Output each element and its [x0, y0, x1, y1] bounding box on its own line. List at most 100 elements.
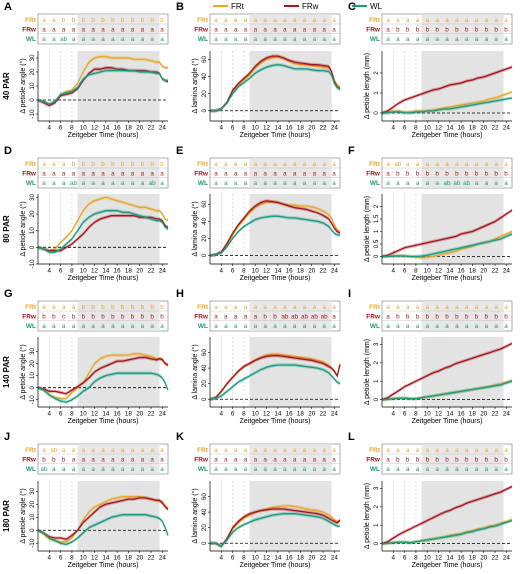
sig-letter: a [386, 171, 390, 178]
series-line-wl-j [37, 514, 169, 546]
sig-letter: a [101, 171, 105, 178]
sig-letter: b [121, 17, 125, 24]
sig-letter: b [396, 314, 400, 321]
sig-label-wl-b: WL [198, 36, 208, 43]
sig-letter: a [141, 180, 145, 187]
sig-label-frw-i: FRw [366, 314, 381, 321]
sig-letter: a [160, 27, 164, 34]
sig-letter: a [234, 304, 238, 311]
sig-letter: a [435, 447, 439, 454]
sig-label-wl-d: WL [26, 180, 36, 187]
sig-letter: a [303, 171, 307, 178]
sig-letter: b [131, 161, 135, 168]
sig-letter: a [494, 447, 498, 454]
x-tick-label: 6 [231, 555, 235, 562]
sig-letter: b [455, 171, 459, 178]
sig-letter: a [303, 27, 307, 34]
sig-letter: a [332, 17, 336, 24]
sig-letter: a [293, 304, 297, 311]
x-tick-label: 24 [159, 555, 167, 562]
series-line-wl-d [37, 210, 169, 253]
sig-letter: a [303, 447, 307, 454]
sig-letter: a [263, 27, 267, 34]
x-tick-label: 22 [148, 411, 156, 418]
sig-letter: a [322, 161, 326, 168]
sig-letter: b [504, 457, 508, 464]
sig-label-wl-a: WL [26, 36, 36, 43]
x-axis-title-d: Zeitgeber Time (hours) [68, 275, 139, 282]
x-tick-label: 6 [231, 411, 235, 418]
sig-letter: a [224, 161, 228, 168]
sig-letter: a [465, 466, 469, 473]
sig-letter: a [273, 36, 277, 43]
sig-letter: b [485, 27, 489, 34]
sig-letter: b [160, 17, 164, 24]
x-tick-label: 22 [492, 411, 500, 418]
sig-letter: b [504, 314, 508, 321]
sig-letter: a [313, 457, 317, 464]
sig-letter: a [121, 323, 125, 330]
sig-label-frw-j: FRw [22, 457, 37, 464]
sig-night-shade-l [421, 444, 504, 474]
x-tick-label: 14 [446, 555, 454, 562]
x-tick-label: 18 [469, 555, 477, 562]
sig-letter: a [150, 36, 154, 43]
series-line-wl-f [382, 233, 513, 258]
sig-letter: ab [40, 466, 48, 473]
x-tick-label: 16 [114, 268, 122, 275]
x-tick-label: 4 [48, 411, 52, 418]
panel-letter-l: L [348, 431, 355, 443]
sig-letter: a [322, 171, 326, 178]
y-tick-label: 20 [201, 234, 208, 242]
x-tick-label: 24 [159, 411, 167, 418]
sig-letter: a [224, 171, 228, 178]
y-axis-title-e: Δ lamina angle (°) [191, 201, 199, 256]
series-line-wl-e [209, 215, 340, 257]
sig-letter: b [406, 457, 410, 464]
sig-letter: a [52, 180, 56, 187]
sig-letter: a [254, 466, 258, 473]
y-tick-label: 10 [29, 82, 36, 90]
sig-letter: a [475, 466, 479, 473]
x-tick-label: 10 [80, 125, 88, 132]
x-tick-label: 18 [125, 411, 133, 418]
sig-letter: a [426, 323, 430, 330]
sig-letter: a [263, 17, 267, 24]
x-tick-label: 22 [320, 555, 328, 562]
sig-letter: a [322, 323, 326, 330]
sig-label-frt-i: FRt [369, 304, 381, 311]
legend-label-frt: FRt [231, 2, 245, 11]
y-axis-title-k: Δ lamina angle (°) [191, 488, 199, 543]
sig-letter: a [101, 180, 105, 187]
x-axis-title-e: Zeitgeber Time (hours) [240, 275, 311, 282]
ribbon-wl-e [210, 214, 340, 258]
sig-letter: a [465, 304, 469, 311]
sig-letter: a [263, 171, 267, 178]
sig-letter: a [303, 161, 307, 168]
sig-letter: ab [443, 180, 451, 187]
x-tick-label: 18 [469, 411, 477, 418]
sig-letter: a [283, 457, 287, 464]
sig-letter: b [91, 17, 95, 24]
sig-letter: a [254, 323, 258, 330]
sig-letter: b [121, 314, 125, 321]
sig-letter: a [234, 323, 238, 330]
y-tick-label: 2 [373, 505, 380, 509]
x-tick-label: 12 [435, 411, 443, 418]
sig-night-shade-d [77, 158, 160, 188]
y-axis-title-g: Δ petiole angle (°) [19, 344, 27, 399]
sig-letter: a [72, 447, 76, 454]
x-tick-label: 18 [125, 268, 133, 275]
night-shade-d [77, 194, 160, 264]
sig-letter: b [416, 457, 420, 464]
sig-letter: b [445, 457, 449, 464]
sig-letter: a [485, 323, 489, 330]
y-tick-label: 0.5 [373, 239, 380, 248]
sig-letter: a [313, 161, 317, 168]
sig-letter: b [111, 17, 115, 24]
sig-letter: b [141, 161, 145, 168]
sig-letter: a [254, 27, 258, 34]
sig-letter: a [283, 304, 287, 311]
sig-label-frt-c: FRt [369, 17, 381, 24]
sig-letter: a [72, 457, 76, 464]
